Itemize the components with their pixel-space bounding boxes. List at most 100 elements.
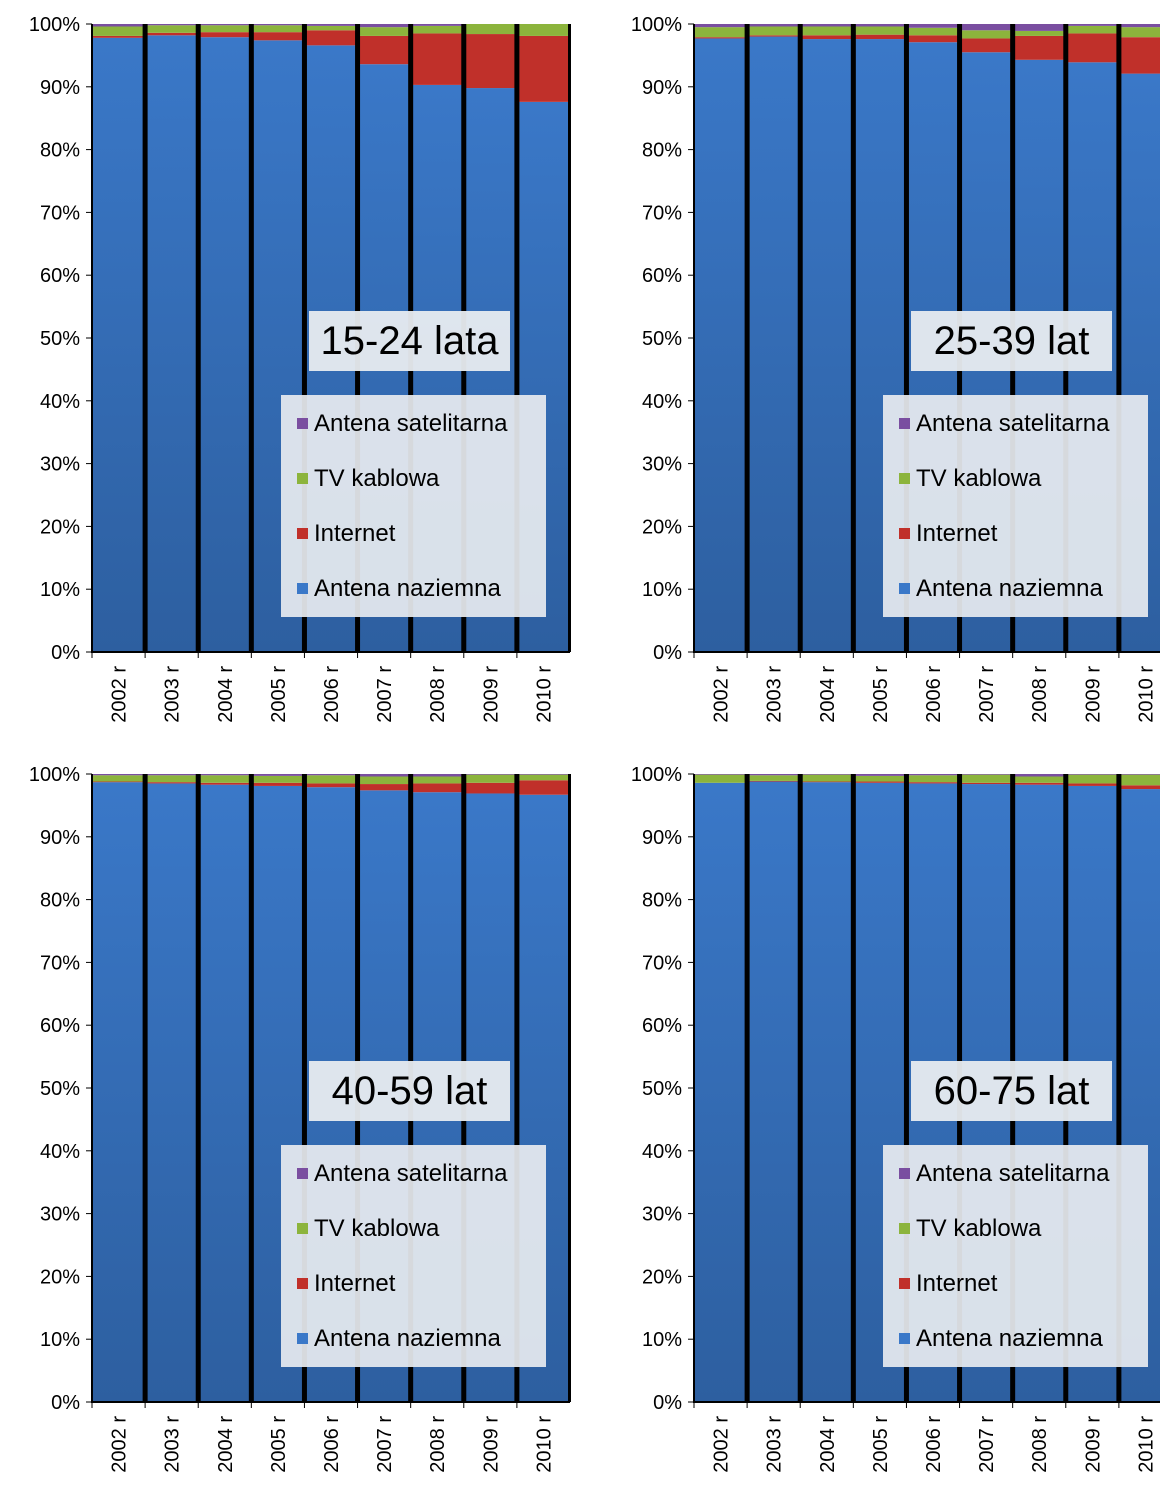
y-tick-label: 60% [642, 265, 682, 287]
bar-antena-satelitarna [1065, 24, 1119, 26]
chart-panel-40-59: 0% 10% 20% 30% 40% 50% 60% 70% 80% 90% 100% 2002 r 2… [0, 750, 580, 1492]
bar-tv-kablowa [853, 26, 907, 35]
bar-antena-naziemna [800, 782, 854, 1402]
x-tick-label: 2003 r [764, 666, 786, 723]
x-tick-label: 2008 r [427, 1416, 449, 1473]
bar-separator [514, 24, 520, 652]
bar-antena-satelitarna [694, 24, 748, 28]
bar-tv-kablowa [959, 774, 1013, 783]
bar-tv-kablowa [906, 27, 960, 36]
x-tick-label: 2002 r [711, 1416, 733, 1473]
y-tick-label: 50% [642, 328, 682, 350]
legend-item-internet: Internet [297, 1270, 395, 1298]
y-tick-label: 20% [40, 516, 80, 538]
legend-label: Antena naziemna [916, 1325, 1103, 1352]
legend-swatch-satellite [297, 1168, 308, 1179]
bar-antena-naziemna [92, 37, 146, 653]
bar-internet [304, 783, 358, 788]
legend-swatch-terrestrial [899, 583, 910, 594]
bar-antena-satelitarna [145, 774, 199, 776]
x-tick-label: 2008 r [1029, 1416, 1051, 1473]
legend-swatch-cable [297, 1223, 308, 1234]
bar-tv-kablowa [198, 775, 252, 783]
bar-internet [304, 30, 358, 46]
x-tick-label: 2004 r [215, 666, 237, 723]
legend-item-satellite: Antena satelitarna [297, 410, 507, 438]
x-tick-label: 2010 r [1135, 1416, 1157, 1473]
x-tick-label: 2009 r [1082, 1416, 1104, 1473]
bar-internet [1012, 782, 1066, 785]
bar-internet [463, 34, 517, 89]
bar-internet [1118, 785, 1160, 790]
bar-internet [1012, 35, 1066, 60]
y-tick-label: 40% [642, 391, 682, 413]
bar-antena-naziemna [145, 35, 199, 652]
bar-tv-kablowa [800, 774, 854, 782]
bar-tv-kablowa [1065, 774, 1119, 784]
x-tick-label: 2005 r [870, 666, 892, 723]
legend-item-terrestrial: Antena naziemna [899, 575, 1103, 603]
legend: Antena satelitarna TV kablowa Internet A… [883, 395, 1148, 617]
x-tick-label: 2003 r [162, 666, 184, 723]
bar-antena-satelitarna [906, 24, 960, 28]
chart-panel-25-39: 0% 10% 20% 30% 40% 50% 60% 70% 80% 90% 100% 2002 r 2… [602, 0, 1160, 742]
bar-antena-satelitarna [906, 774, 960, 776]
bar-antena-satelitarna [1012, 24, 1066, 31]
bar-internet [198, 32, 252, 38]
age-group-label: 40-59 lat [309, 1061, 510, 1121]
y-tick-label: 100% [29, 14, 80, 36]
right-edge-line [568, 24, 571, 652]
bar-tv-kablowa [304, 775, 358, 784]
bar-antena-satelitarna [145, 24, 199, 26]
bar-antena-satelitarna [1012, 774, 1066, 777]
x-tick-label: 2007 r [976, 1416, 998, 1473]
right-edge-line [568, 774, 571, 1402]
bar-tv-kablowa [251, 775, 305, 783]
bar-antena-naziemna [747, 36, 801, 653]
y-tick-label: 30% [642, 1204, 682, 1226]
x-tick-label: 2005 r [870, 1416, 892, 1473]
legend-label: Antena naziemna [916, 575, 1103, 602]
legend-item-satellite: Antena satelitarna [297, 1160, 507, 1188]
bar-tv-kablowa [357, 27, 411, 36]
legend-item-terrestrial: Antena naziemna [297, 1325, 501, 1353]
bar-internet [800, 35, 854, 40]
bar-tv-kablowa [694, 27, 748, 38]
y-tick-label: 70% [642, 952, 682, 974]
x-tick-label: 2010 r [1135, 666, 1157, 723]
bar-antena-naziemna [694, 38, 748, 653]
bar-antena-satelitarna [92, 774, 146, 776]
x-tick-label: 2004 r [817, 666, 839, 723]
legend-label: TV kablowa [916, 1215, 1042, 1242]
y-tick-label: 60% [642, 1015, 682, 1037]
bar-antena-naziemna [198, 784, 252, 1402]
bar-antena-satelitarna [694, 774, 748, 775]
bar-separator [744, 24, 750, 652]
bar-antena-satelitarna [747, 774, 801, 776]
legend-swatch-satellite [899, 1168, 910, 1179]
y-tick-label: 40% [40, 1141, 80, 1163]
chart-svg-25-39: 0% 10% 20% 30% 40% 50% 60% 70% 80% 90% 100% 2002 r 2… [631, 14, 1160, 723]
bar-internet [694, 37, 748, 39]
y-tick-label: 50% [642, 1078, 682, 1100]
bar-tv-kablowa [1012, 30, 1066, 36]
bar-separator [797, 24, 803, 652]
legend-label: Internet [314, 520, 396, 547]
bar-antena-satelitarna [1118, 774, 1160, 775]
legend-label: TV kablowa [314, 465, 440, 492]
x-tick-label: 2008 r [1029, 666, 1051, 723]
bar-tv-kablowa [1118, 27, 1160, 38]
bar-separator [850, 774, 856, 1402]
y-tick-label: 40% [642, 1141, 682, 1163]
bar-tv-kablowa [145, 25, 199, 33]
y-tick-label: 0% [51, 642, 80, 664]
bar-separator [195, 24, 201, 652]
bar-antena-naziemna [198, 37, 252, 653]
x-tick-label: 2010 r [533, 666, 555, 723]
bar-internet [145, 32, 199, 36]
y-tick-label: 30% [642, 454, 682, 476]
legend: Antena satelitarna TV kablowa Internet A… [281, 395, 546, 617]
bar-antena-satelitarna [747, 24, 801, 27]
x-tick-label: 2005 r [268, 666, 290, 723]
chart-svg-40-59: 0% 10% 20% 30% 40% 50% 60% 70% 80% 90% 100% 2002 r 2… [29, 764, 571, 1473]
